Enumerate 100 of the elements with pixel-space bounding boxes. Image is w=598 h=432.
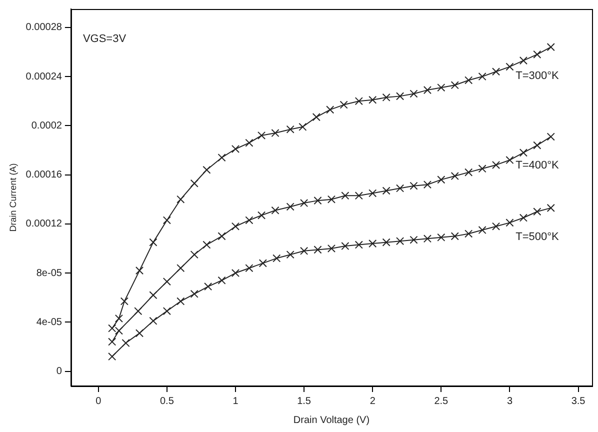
point xyxy=(396,237,404,246)
point xyxy=(396,184,404,192)
point xyxy=(450,232,459,240)
point xyxy=(478,226,486,234)
point xyxy=(506,62,514,71)
annotation: VGS=3V xyxy=(82,33,127,46)
point xyxy=(286,202,294,211)
point xyxy=(546,132,555,141)
point xyxy=(286,250,294,259)
point xyxy=(519,56,528,65)
point xyxy=(149,291,158,300)
point xyxy=(120,297,128,306)
point xyxy=(108,338,116,346)
point xyxy=(162,216,171,224)
point xyxy=(492,222,500,230)
y-axis-title: Drain Current (A) xyxy=(8,163,18,232)
x-tick-label: 1 xyxy=(232,396,239,407)
point xyxy=(450,81,459,90)
point xyxy=(478,164,486,173)
point xyxy=(300,198,308,208)
point xyxy=(519,214,528,222)
point xyxy=(190,290,198,298)
x-tick-label: 0.5 xyxy=(160,396,174,407)
point xyxy=(298,122,307,131)
point xyxy=(204,282,212,291)
point xyxy=(341,192,350,200)
point xyxy=(382,93,390,102)
point xyxy=(423,180,432,189)
point xyxy=(450,172,459,180)
point xyxy=(202,166,211,174)
point xyxy=(354,192,363,200)
point xyxy=(135,266,144,275)
x-tick-label: 3 xyxy=(506,396,513,407)
point xyxy=(218,154,226,162)
point xyxy=(354,240,363,249)
point xyxy=(464,230,473,238)
point xyxy=(341,242,350,250)
point xyxy=(410,90,418,98)
point xyxy=(368,96,377,104)
point xyxy=(272,254,281,262)
point xyxy=(176,297,185,306)
point xyxy=(135,329,144,338)
point xyxy=(149,316,158,325)
point xyxy=(437,176,446,184)
point xyxy=(134,307,142,316)
point xyxy=(218,276,226,284)
point xyxy=(396,92,404,100)
x-tick-label: 3.5 xyxy=(571,396,586,407)
x-axis-title: Drain Voltage (V) xyxy=(293,414,370,426)
point xyxy=(437,233,446,242)
y-tick-label: 0.00012 xyxy=(26,218,62,230)
point xyxy=(271,206,280,214)
point xyxy=(368,189,377,198)
y-tick-label: 0.00028 xyxy=(26,22,62,34)
point xyxy=(245,264,254,272)
point xyxy=(533,141,542,150)
point xyxy=(506,156,514,164)
point xyxy=(231,268,240,278)
point xyxy=(423,234,432,243)
series-label: T=300°K xyxy=(516,70,560,82)
point xyxy=(464,168,473,176)
point xyxy=(218,232,226,240)
point xyxy=(114,314,123,322)
point xyxy=(492,160,500,169)
point xyxy=(327,244,336,252)
point xyxy=(300,246,308,255)
point xyxy=(314,246,322,254)
point xyxy=(314,196,322,205)
point xyxy=(176,264,185,272)
series-label: T=500°K xyxy=(516,230,560,243)
point xyxy=(245,216,254,224)
point xyxy=(506,218,514,227)
point xyxy=(533,50,542,58)
point xyxy=(519,148,528,157)
point xyxy=(149,238,158,246)
point xyxy=(464,76,473,84)
point xyxy=(327,195,336,204)
y-tick-label: 0.00024 xyxy=(26,71,62,82)
point xyxy=(202,240,211,249)
point xyxy=(114,326,123,335)
point xyxy=(410,236,418,244)
y-tick-label: 8e-05 xyxy=(36,268,62,279)
point xyxy=(382,186,390,195)
y-tick-label: 0.00016 xyxy=(26,170,62,181)
point xyxy=(190,250,198,259)
point xyxy=(340,100,348,109)
point xyxy=(258,259,267,268)
point xyxy=(354,97,363,106)
x-tick-label: 2.5 xyxy=(434,396,449,407)
point xyxy=(423,86,432,94)
point xyxy=(368,240,377,248)
point xyxy=(492,68,500,76)
point xyxy=(122,338,130,348)
point xyxy=(326,106,334,114)
y-tick-label: 0 xyxy=(56,366,62,378)
point xyxy=(162,278,171,286)
point xyxy=(382,238,390,246)
point xyxy=(286,125,294,134)
point xyxy=(190,179,198,188)
point xyxy=(162,307,171,316)
